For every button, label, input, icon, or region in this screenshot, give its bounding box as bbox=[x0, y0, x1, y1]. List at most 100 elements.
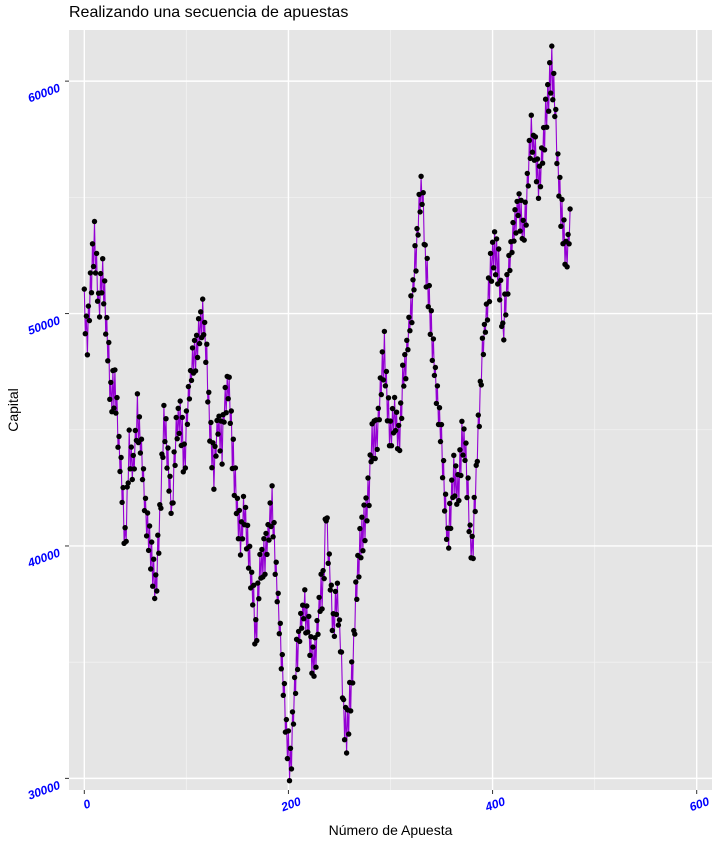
data-point bbox=[542, 96, 549, 102]
data-point bbox=[550, 97, 556, 103]
data-point bbox=[278, 666, 284, 672]
data-point bbox=[436, 405, 443, 411]
data-point bbox=[388, 443, 395, 449]
data-point bbox=[545, 81, 551, 88]
data-point bbox=[165, 445, 171, 451]
data-point bbox=[452, 493, 458, 499]
data-point bbox=[212, 443, 218, 450]
data-point bbox=[372, 455, 378, 462]
data-point bbox=[201, 332, 207, 338]
data-point bbox=[209, 465, 215, 471]
data-point bbox=[198, 309, 204, 315]
data-point bbox=[104, 314, 110, 321]
data-point bbox=[505, 291, 511, 297]
data-point bbox=[566, 241, 572, 247]
data-point bbox=[387, 418, 394, 424]
data-point bbox=[409, 319, 415, 326]
data-point bbox=[191, 337, 198, 344]
data-point bbox=[186, 396, 193, 402]
data-point bbox=[326, 551, 332, 557]
data-point bbox=[408, 293, 414, 299]
data-point bbox=[289, 709, 296, 715]
data-point bbox=[219, 461, 225, 467]
data-point bbox=[276, 631, 282, 637]
data-point bbox=[399, 415, 405, 422]
data-point bbox=[262, 571, 268, 577]
data-point bbox=[272, 571, 278, 577]
data-point bbox=[456, 497, 462, 504]
data-point bbox=[255, 580, 261, 586]
data-point bbox=[537, 184, 544, 190]
data-point bbox=[447, 500, 453, 507]
data-point bbox=[457, 447, 463, 453]
data-point bbox=[304, 603, 310, 609]
data-point bbox=[428, 308, 434, 314]
data-point bbox=[446, 545, 452, 551]
y-tick-label: 60000 bbox=[26, 81, 62, 106]
data-point bbox=[491, 229, 498, 235]
data-point bbox=[489, 239, 496, 245]
data-point bbox=[215, 431, 221, 437]
data-point bbox=[557, 174, 563, 181]
data-point bbox=[285, 728, 292, 734]
data-point bbox=[108, 379, 114, 386]
data-point bbox=[221, 419, 227, 425]
data-point bbox=[321, 575, 327, 582]
data-point bbox=[475, 412, 481, 418]
data-point bbox=[510, 219, 516, 226]
data-point bbox=[267, 500, 273, 506]
data-point bbox=[82, 331, 89, 337]
data-point bbox=[437, 438, 444, 445]
data-point bbox=[443, 536, 450, 542]
data-point bbox=[528, 112, 534, 118]
data-point bbox=[396, 422, 402, 429]
x-axis-title: Número de Apuesta bbox=[329, 822, 453, 838]
data-point bbox=[228, 408, 234, 414]
data-point bbox=[129, 476, 135, 483]
data-point bbox=[183, 408, 190, 414]
data-point bbox=[163, 416, 169, 422]
data-point bbox=[125, 480, 131, 486]
data-point bbox=[360, 548, 366, 554]
data-point bbox=[462, 457, 468, 464]
data-point bbox=[275, 590, 281, 596]
data-point bbox=[287, 745, 294, 751]
data-point bbox=[366, 502, 372, 509]
data-point bbox=[324, 515, 330, 521]
data-point bbox=[512, 207, 518, 213]
data-point bbox=[335, 622, 342, 628]
data-point bbox=[533, 179, 540, 185]
data-point bbox=[419, 201, 425, 208]
data-point bbox=[152, 595, 158, 602]
data-point bbox=[418, 173, 424, 179]
data-point bbox=[346, 731, 352, 737]
data-point bbox=[518, 197, 524, 203]
data-point bbox=[488, 278, 495, 284]
data-point bbox=[144, 510, 151, 516]
data-point bbox=[138, 436, 145, 442]
data-point bbox=[84, 352, 91, 358]
data-point bbox=[426, 282, 432, 289]
data-point bbox=[92, 270, 99, 276]
data-point bbox=[264, 551, 270, 558]
data-point bbox=[281, 680, 288, 687]
data-point bbox=[290, 721, 297, 727]
data-point bbox=[458, 472, 464, 479]
data-point bbox=[240, 493, 247, 500]
data-point bbox=[362, 537, 368, 544]
data-point bbox=[206, 389, 212, 395]
data-point bbox=[524, 170, 530, 177]
data-point bbox=[193, 332, 200, 338]
y-axis: 30000 40000 50000 60000 bbox=[25, 80, 69, 803]
data-point bbox=[230, 436, 236, 442]
data-point bbox=[341, 737, 348, 743]
data-point bbox=[116, 433, 122, 440]
data-point bbox=[239, 536, 246, 542]
data-point bbox=[184, 421, 191, 427]
data-point bbox=[132, 427, 138, 434]
data-point bbox=[509, 249, 515, 256]
data-point bbox=[472, 508, 478, 515]
data-point bbox=[461, 426, 467, 432]
data-point bbox=[463, 440, 469, 446]
